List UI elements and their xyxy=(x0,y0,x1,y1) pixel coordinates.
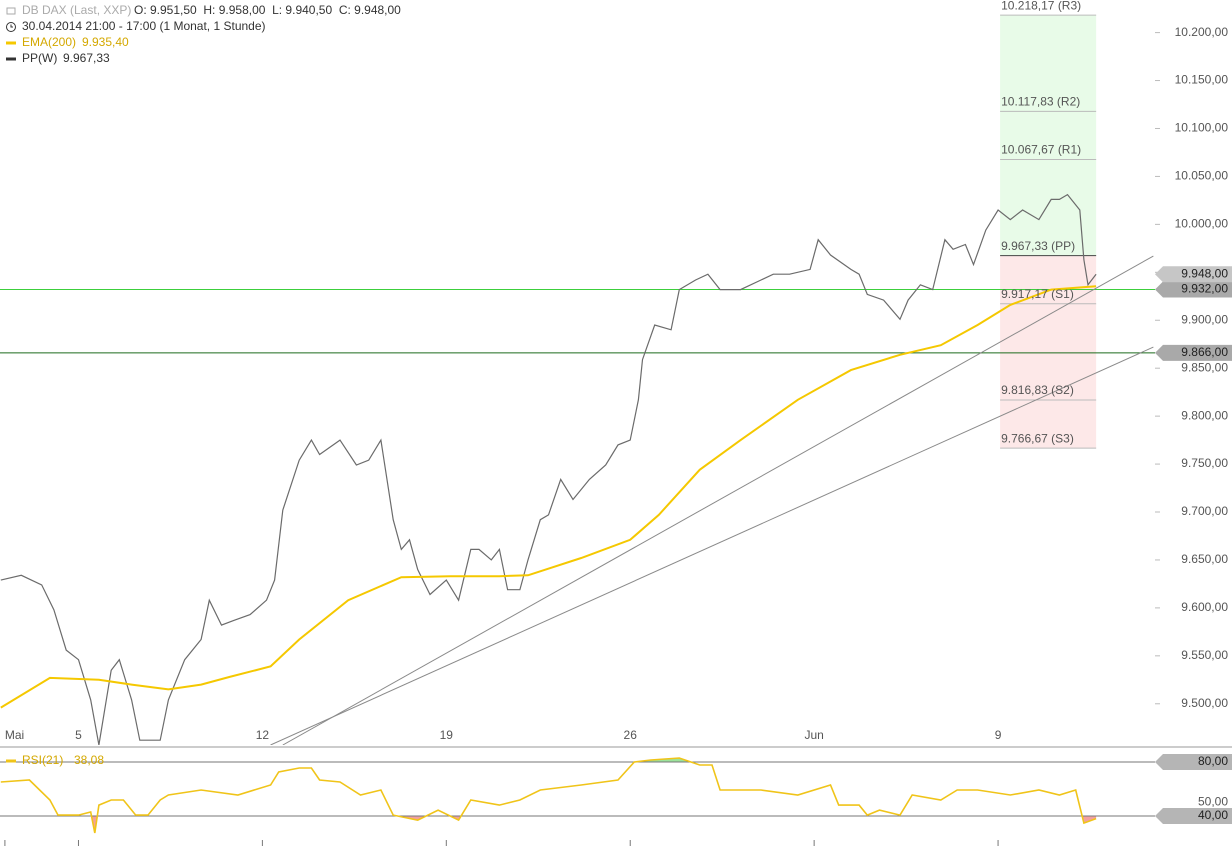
x-tick-label: 12 xyxy=(256,728,270,742)
price-tag-text: 9.932,00 xyxy=(1181,282,1228,296)
pivot-legend-name: PP(W) xyxy=(22,51,57,65)
x-tick-label: Mai xyxy=(5,728,24,742)
rsi-legend-name: RSI(21) xyxy=(22,753,63,767)
ema-legend-value: 9.935,40 xyxy=(82,35,129,49)
ema-legend-name: EMA(200) xyxy=(22,35,76,49)
y-tick-label: 10.150,00 xyxy=(1175,73,1229,87)
x-tick-label: 26 xyxy=(624,728,638,742)
ohlc-label: O: 9.951,50 H: 9.958,00 L: 9.940,50 C: 9… xyxy=(134,3,401,17)
x-tick-label: 5 xyxy=(75,728,82,742)
header: DB DAX (Last, XXP) O: 9.951,50 H: 9.958,… xyxy=(6,3,401,65)
pivot-level-label: 10.067,67 (R1) xyxy=(1001,143,1081,157)
rsi-line xyxy=(0,757,1097,834)
ema-line xyxy=(0,285,1097,709)
price-plot xyxy=(0,193,1154,745)
y-tick-label: 9.900,00 xyxy=(1181,312,1228,326)
last-price-tag-box xyxy=(1155,266,1232,283)
y-tick-label: 10.100,00 xyxy=(1175,121,1229,135)
pivot-level-label: 10.117,83 (R2) xyxy=(1001,95,1080,109)
price-tag-box xyxy=(1155,281,1232,298)
last-price-tag-text: 9.948,00 xyxy=(1181,266,1228,280)
rsi-low-fill xyxy=(0,816,1097,833)
y-tick-label: 9.850,00 xyxy=(1181,360,1228,374)
rsi-plot xyxy=(0,757,1155,834)
x-tick-label: Jun xyxy=(804,728,823,742)
y-tick-label: 10.050,00 xyxy=(1175,169,1229,183)
rsi-level-tag-box xyxy=(1155,754,1232,771)
instrument-icon xyxy=(6,7,16,15)
y-tick-label: 9.600,00 xyxy=(1181,600,1228,614)
clock-hands xyxy=(10,24,13,28)
subtitle: 30.04.2014 21:00 - 17:00 (1 Monat, 1 Stu… xyxy=(22,19,266,33)
pivot-lower-zone xyxy=(1000,255,1097,449)
rsi-legend-value: 38,08 xyxy=(74,753,104,767)
x-tick-label: 19 xyxy=(440,728,454,742)
instrument-name: DB DAX (Last, XXP) xyxy=(22,3,131,17)
price-tag-box xyxy=(1155,344,1232,361)
rsi-level-tag-text: 40,00 xyxy=(1198,808,1228,822)
rsi-y-tick-label: 50,00 xyxy=(1198,795,1228,809)
background-layer xyxy=(0,14,1155,449)
y-tick-label: 10.200,00 xyxy=(1175,25,1229,39)
y-tick-label: 9.750,00 xyxy=(1181,456,1228,470)
rsi-level-tag-text: 80,00 xyxy=(1198,754,1228,768)
rsi-level-tag-box xyxy=(1155,808,1232,825)
y-tick-label: 9.500,00 xyxy=(1181,696,1228,710)
y-tick-label: 10.000,00 xyxy=(1175,217,1229,231)
trend-line xyxy=(270,346,1154,745)
pivot-legend-value: 9.967,33 xyxy=(63,51,110,65)
y-tick-label: 9.700,00 xyxy=(1181,504,1228,518)
pivot-level-label: 9.917,17 (S1) xyxy=(1001,287,1074,301)
rsi-high-fill xyxy=(634,758,691,762)
axis-layer: 10.218,17 (R3) 10.117,83 (R2) 10.067,67 (R… xyxy=(4,0,1232,846)
price-tag-text: 9.866,00 xyxy=(1181,345,1228,359)
pivot-level-label: 9.967,33 (PP) xyxy=(1001,239,1075,253)
y-tick-label: 9.650,00 xyxy=(1181,552,1228,566)
clock-icon xyxy=(6,22,16,32)
pivot-level-label: 10.218,17 (R3) xyxy=(1001,0,1081,12)
y-tick-label: 9.800,00 xyxy=(1181,408,1228,422)
y-tick-label: 9.550,00 xyxy=(1181,648,1228,662)
x-tick-label: 9 xyxy=(995,728,1002,742)
pivot-level-label: 9.766,67 (S3) xyxy=(1001,431,1074,445)
pivot-level-label: 9.816,83 (S2) xyxy=(1001,383,1074,397)
price-line xyxy=(0,193,1097,745)
pivot-upper-zone xyxy=(1000,15,1097,256)
trend-line xyxy=(282,255,1154,745)
